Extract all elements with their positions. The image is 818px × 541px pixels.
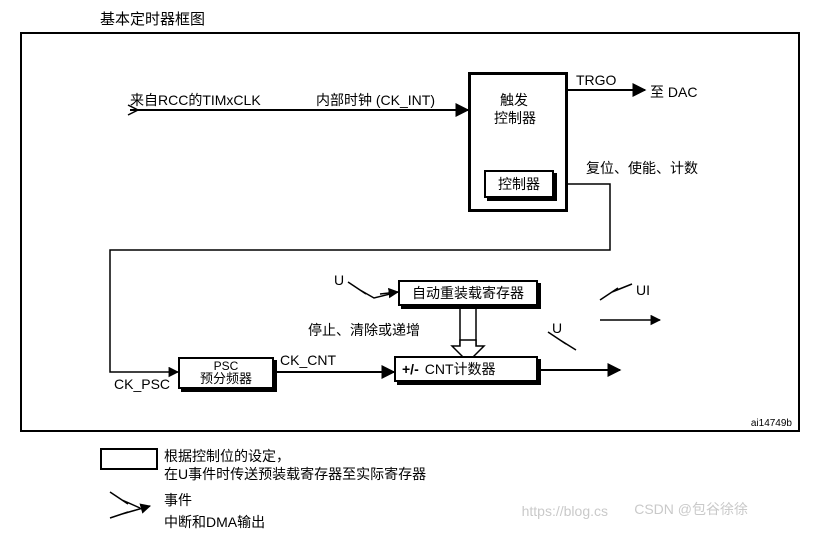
output-ui: UI: [636, 282, 650, 298]
legend-preload-l1: 根据控制位的设定，: [164, 446, 290, 466]
psc-line2: 预分频器: [200, 372, 252, 386]
reset-enable-count-label: 复位、使能、计数: [586, 158, 698, 178]
figure-id: ai14749b: [751, 418, 792, 429]
legend-intdma: 中断和DMA输出: [164, 512, 265, 532]
to-dac-label: 至 DAC: [650, 82, 697, 102]
trigger-controller-line2: 控制器: [494, 108, 536, 128]
arr-box: 自动重装载寄存器: [398, 280, 538, 306]
internal-clock-label: 内部时钟 (CK_INT): [316, 90, 435, 110]
cnt-label: CNT计数器: [425, 359, 496, 379]
controller-subbox: 控制器: [484, 170, 554, 198]
legend-preload-box: [100, 448, 158, 470]
input-source-label: 来自RCC的TIMxCLK: [130, 90, 261, 110]
diagram-title: 基本定时器框图: [100, 8, 205, 29]
stop-clear-inc-label: 停止、清除或递增: [308, 320, 420, 340]
cnt-pm: +/-: [402, 361, 419, 377]
trigger-controller-line1: 触发: [500, 90, 528, 110]
output-u-upper: U: [552, 320, 562, 336]
psc-box: PSC 预分频器: [178, 357, 274, 389]
watermark-url: https://blog.cs: [522, 503, 608, 519]
ck-psc-label: CK_PSC: [114, 376, 170, 392]
cnt-box: +/- CNT计数器: [394, 356, 538, 382]
trgo-label: TRGO: [576, 72, 616, 88]
arr-u-label: U: [334, 272, 344, 288]
arr-label: 自动重装载寄存器: [412, 283, 524, 303]
watermark-text: CSDN @包谷徐徐: [634, 499, 748, 519]
ck-cnt-label: CK_CNT: [280, 352, 336, 368]
legend-preload-l2: 在U事件时传送预装载寄存器至实际寄存器: [164, 464, 426, 484]
legend-event: 事件: [164, 490, 192, 510]
controller-subbox-label: 控制器: [498, 174, 540, 194]
